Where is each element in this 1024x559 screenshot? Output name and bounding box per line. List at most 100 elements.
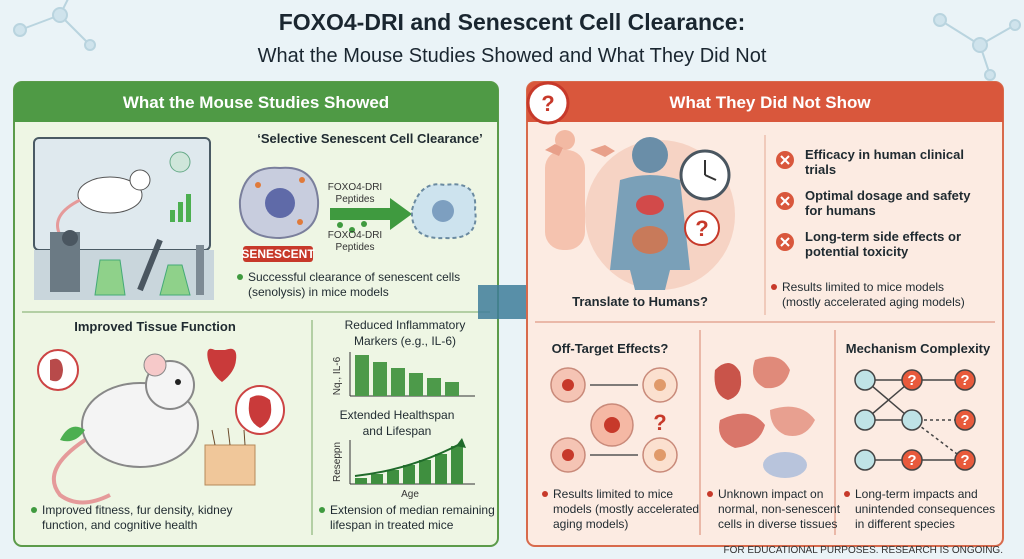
bullet-text: lifespan in treated mice [330,518,454,532]
human-illustration-part [684,210,720,246]
caption: Translate to Humans? [572,294,708,309]
bullet-dot [31,507,37,513]
bullet-text: Results limited to mice models [782,280,944,294]
subtitle: What the Mouse Studies Showed and What T… [258,45,767,67]
inflammation-bars-part [373,362,387,396]
gap-item: Efficacy in human clinical [805,147,964,162]
human-illustration-part [632,137,668,173]
bullet-text: in different species [855,517,955,531]
bullet-text: normal, non-senescent [718,502,841,516]
gap-item: potential toxicity [805,244,909,259]
bullet-dot [771,284,777,290]
chart-title: Reduced Inflammatory [345,318,466,332]
title: FOXO4-DRI and Senescent Cell Clearance: [279,9,746,35]
human-illustration [545,130,735,290]
human-illustration-part [704,174,717,181]
lab-illustration [33,137,214,300]
left-panel-part [14,110,498,122]
bullet-text: Extension of median remaining [330,503,495,517]
human-illustration-part [632,226,668,254]
lab-illustration-part [77,176,143,214]
bullet-text: (senolysis) in mice models [248,285,389,299]
lifespan-bars-part [403,465,415,484]
cell-illustration-part [243,246,313,262]
inflammation-bars-part [445,382,459,396]
network-illustration-part [901,409,923,431]
bullet-text: Results limited to mice [553,487,673,501]
mouse-illustration-part [248,395,272,428]
x-icons-part [780,155,790,165]
inflammation-bars-part [427,378,441,396]
question-icon: ? [960,372,969,389]
bullet-text: cells in diverse tissues [718,517,837,531]
inflammation-bars-part [391,368,405,396]
network-illustration-part [854,409,876,431]
peptide-label: FOXO4-DRI [328,182,382,193]
mouse-illustration-part [143,353,167,377]
mouse-illustration-part [175,379,181,385]
mouse-illustration [37,348,285,505]
axis-label: Nq., IL-6 [332,356,343,395]
x-icons [776,151,794,251]
mouse-illustration-part [211,429,216,446]
question-icon: ? [907,452,916,469]
lifespan-bars-part [355,478,367,484]
human-illustration-part [555,130,575,150]
gap-item: trials [805,162,836,177]
tissue-illustration-part [752,356,790,389]
network-illustration-part [854,449,876,471]
network-illustration-part [954,409,976,431]
background-molecules-part [972,37,988,53]
mouse-illustration-part [243,429,246,446]
axis-label: Age [401,489,419,500]
network-illustration-part [854,369,876,391]
human-illustration-part [545,150,585,250]
cell-illustration-part [349,227,355,233]
lifespan-bars-part [371,474,383,484]
question-icon: ? [541,91,554,116]
tissue-illustration-part [770,406,815,436]
mouse-illustration-part [207,348,237,382]
off-target-illustration-part [604,417,620,433]
network-illustration-part [901,369,923,391]
network-illustration [854,369,976,471]
bullet-text: function, and cognitive health [42,518,197,532]
bullet-text: Unknown impact on [718,487,823,501]
lifespan-bars-part [451,446,463,484]
lab-illustration-part [170,210,175,222]
bullet-text: aging models) [553,517,628,531]
inflammation-bars-part [355,355,369,396]
lab-illustration-part [62,230,78,246]
panel-heading: What the Mouse Studies Showed [123,93,389,112]
lifespan-bars-part [419,460,431,484]
chart-title: and Lifespan [363,424,432,438]
tissue-illustration-part [719,413,765,448]
off-target-illustration-part [654,379,666,391]
peptide-label: FOXO4-DRI [328,230,382,241]
cell-illustration-part [330,198,412,230]
mouse-illustration-part [51,438,111,505]
bullet-text: unintended consequences [855,502,995,516]
chart-title: Extended Healthspan [340,408,455,422]
cell-illustration-part [299,177,305,183]
section-title: ‘Selective Senescent Cell Clearance’ [257,131,482,146]
inflammation-bars [349,352,475,397]
background-molecules-part [52,7,68,23]
cell-illustration [238,166,477,262]
mouse-illustration-part [227,427,231,446]
background-molecules-part [933,13,947,27]
cell-illustration-part [361,221,367,227]
right-panel-part [526,81,570,125]
bullet-dot [542,491,548,497]
bullet-dot [319,507,325,513]
bullet-text: models (mostly accelerated [553,502,699,516]
footer: FOR EDUCATIONAL PURPOSES. RESEARCH IS ON… [724,545,1004,556]
background-molecules-part [984,69,996,81]
off-target-illustration-part [562,449,574,461]
bullet-dot [844,491,850,497]
off-target-illustration-part [654,449,666,461]
lab-illustration-part [56,198,81,236]
gap-item: Long-term side effects or [805,229,961,244]
lab-illustration-part [159,264,191,296]
